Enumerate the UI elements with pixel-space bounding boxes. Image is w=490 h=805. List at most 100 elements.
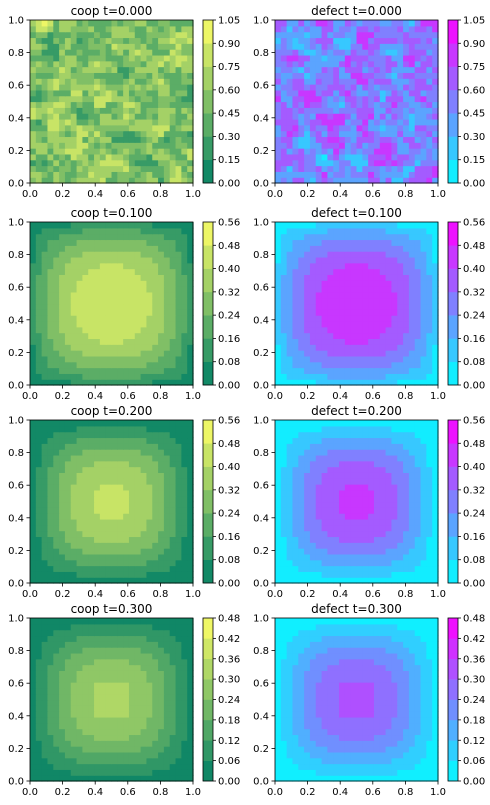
contour-cell — [70, 20, 78, 27]
contour-cell — [181, 454, 188, 462]
contour-cell — [426, 367, 433, 374]
contour-cell — [64, 165, 72, 172]
contour-cell — [339, 89, 346, 97]
contour-cell — [379, 478, 387, 485]
contour-cell — [99, 472, 107, 479]
contour-cell — [128, 466, 136, 473]
contour-cell — [88, 437, 95, 444]
contour-cell — [315, 20, 323, 27]
contour-cell — [286, 420, 294, 427]
contour-cell — [368, 431, 375, 439]
contour-cell — [105, 297, 113, 305]
contour-cell — [426, 454, 433, 462]
contour-cell — [397, 262, 404, 270]
contour-cell — [333, 101, 340, 108]
contour-cell — [408, 124, 416, 132]
contour-cell — [379, 89, 387, 97]
contour-cell — [70, 233, 78, 241]
contour-cell — [35, 43, 43, 50]
contour-cell — [82, 72, 89, 79]
contour-cell — [385, 478, 393, 485]
contour-cell — [403, 89, 410, 97]
contour-cell — [275, 559, 282, 567]
contour-cell — [275, 495, 282, 503]
contour-cell — [414, 37, 422, 44]
contour-cell — [146, 361, 153, 369]
contour-cell — [105, 268, 113, 275]
contour-cell — [140, 565, 148, 572]
contour-cell — [309, 495, 317, 503]
contour-cell — [76, 355, 83, 363]
contour-cell — [275, 227, 282, 235]
contour-cell — [356, 54, 363, 62]
contour-cell — [408, 449, 416, 456]
contour-cell — [175, 274, 182, 281]
contour-cell — [187, 420, 194, 427]
contour-cell — [123, 553, 130, 561]
contour-cell — [304, 309, 311, 316]
contour-cell — [70, 530, 78, 538]
contour-cell — [356, 495, 363, 503]
contour-cell — [88, 159, 95, 167]
contour-cell — [420, 66, 427, 73]
contour-cell — [286, 536, 294, 543]
contour-cell — [88, 559, 95, 567]
contour-cell — [350, 165, 358, 172]
contour-cell — [187, 130, 194, 138]
contour-cell — [298, 227, 305, 235]
contour-cell — [339, 227, 346, 235]
contour-cell — [356, 297, 363, 305]
contour-cell — [158, 280, 165, 287]
contour-cell — [134, 332, 142, 340]
contour-cell — [128, 338, 136, 345]
contour-cell — [391, 227, 398, 235]
contour-cell — [134, 478, 142, 485]
contour-cell — [298, 454, 305, 462]
contour-cell — [362, 37, 369, 44]
contour-cell — [339, 449, 346, 456]
contour-cell — [169, 460, 177, 468]
contour-cell — [339, 518, 346, 526]
contour-cell — [41, 350, 49, 357]
contour-cell — [99, 489, 107, 497]
colorbar-tick-label: 0.75 — [463, 62, 485, 73]
contour-cell — [117, 72, 124, 79]
contour-cell — [373, 553, 381, 561]
contour-cell — [53, 124, 60, 132]
contour-cell — [292, 542, 299, 549]
contour-cell — [152, 89, 159, 97]
contour-cell — [344, 159, 352, 167]
contour-cell — [373, 495, 381, 503]
contour-cell — [339, 495, 346, 503]
contour-cell — [397, 60, 404, 68]
contour-cell — [339, 101, 346, 108]
contour-cell — [292, 256, 299, 264]
contour-cell — [30, 113, 37, 120]
contour-cell — [146, 84, 153, 91]
contour-cell — [146, 518, 153, 526]
contour-cell — [88, 320, 95, 328]
contour-cell — [53, 142, 60, 149]
contour-cell — [339, 107, 346, 114]
contour-cell — [41, 559, 49, 567]
contour-cell — [362, 262, 369, 270]
contour-cell — [169, 489, 177, 497]
contour-cell — [94, 449, 101, 456]
contour-cell — [327, 297, 334, 305]
contour-cell — [70, 548, 78, 555]
contour-cell — [292, 309, 299, 316]
contour-cell — [414, 256, 422, 264]
contour-cell — [426, 113, 433, 120]
contour-cell — [292, 101, 299, 108]
contour-cell — [403, 262, 410, 270]
contour-cell — [64, 565, 72, 572]
contour-cell — [280, 332, 288, 340]
contour-cell — [94, 291, 101, 299]
y-tick-label: 0.0 — [8, 381, 24, 392]
contour-cell — [344, 559, 352, 567]
contour-cell — [169, 536, 177, 543]
contour-cell — [187, 524, 194, 532]
contour-cell — [35, 524, 43, 532]
contour-cell — [420, 518, 427, 526]
x-tick-label: 0.0 — [22, 189, 38, 200]
